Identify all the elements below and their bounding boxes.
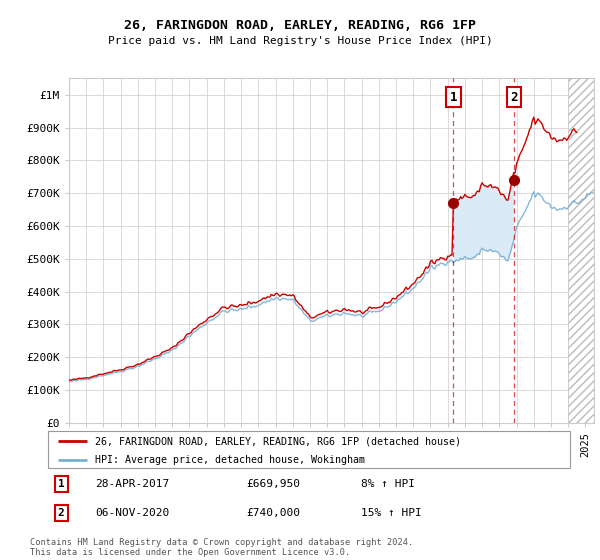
Text: 2: 2 <box>510 91 518 104</box>
Text: £669,950: £669,950 <box>247 479 301 489</box>
Text: HPI: Average price, detached house, Wokingham: HPI: Average price, detached house, Woki… <box>95 455 365 465</box>
Text: Contains HM Land Registry data © Crown copyright and database right 2024.
This d: Contains HM Land Registry data © Crown c… <box>30 538 413 557</box>
Text: 06-NOV-2020: 06-NOV-2020 <box>95 508 169 518</box>
Text: 1: 1 <box>449 91 457 104</box>
Text: 26, FARINGDON ROAD, EARLEY, READING, RG6 1FP: 26, FARINGDON ROAD, EARLEY, READING, RG6… <box>124 18 476 32</box>
Text: 26, FARINGDON ROAD, EARLEY, READING, RG6 1FP (detached house): 26, FARINGDON ROAD, EARLEY, READING, RG6… <box>95 436 461 446</box>
Bar <box>568 78 594 423</box>
Text: 2: 2 <box>58 508 64 518</box>
Text: Price paid vs. HM Land Registry's House Price Index (HPI): Price paid vs. HM Land Registry's House … <box>107 36 493 46</box>
Text: 28-APR-2017: 28-APR-2017 <box>95 479 169 489</box>
Text: £740,000: £740,000 <box>247 508 301 518</box>
Text: 15% ↑ HPI: 15% ↑ HPI <box>361 508 422 518</box>
Bar <box>568 78 594 423</box>
Text: 1: 1 <box>58 479 64 489</box>
Text: 8% ↑ HPI: 8% ↑ HPI <box>361 479 415 489</box>
